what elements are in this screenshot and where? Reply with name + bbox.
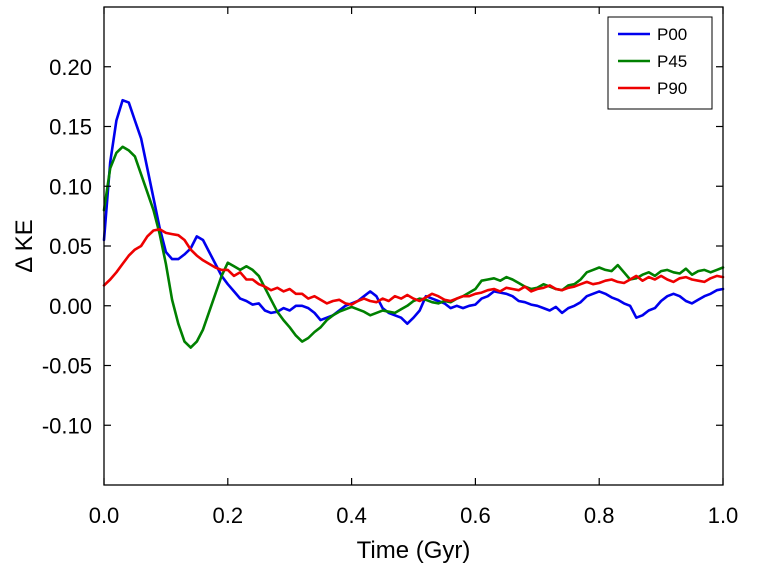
legend-label-p00: P00: [657, 25, 687, 44]
y-tick-label: 0.05: [49, 234, 92, 259]
x-tick-label: 0.0: [89, 503, 120, 528]
legend-label-p45: P45: [657, 52, 687, 71]
series-line-p90: [102, 228, 725, 306]
y-tick-label: -0.05: [42, 354, 92, 379]
series-layer: [102, 98, 725, 349]
y-tick-label: 0.20: [49, 55, 92, 80]
series-line-p45: [102, 145, 725, 349]
x-axis-label: Time (Gyr): [357, 537, 471, 564]
x-tick-label: 0.2: [213, 503, 244, 528]
legend: P00 P45 P90: [607, 16, 713, 110]
y-axis-label: Δ KE: [11, 219, 38, 272]
y-tick-label: 0.10: [49, 174, 92, 199]
x-tick-label: 1.0: [708, 503, 739, 528]
y-tick-label: -0.10: [42, 413, 92, 438]
x-tick-label: 0.4: [336, 503, 367, 528]
y-tick-label: 0.00: [49, 294, 92, 319]
legend-label-p90: P90: [657, 79, 687, 98]
tick-layer: 0.0 0.2 0.4 0.6 0.8 1.0 -0.10 -0.05 0.00 0.05 0.10…: [42, 7, 738, 528]
y-tick-label: 0.15: [49, 115, 92, 140]
x-tick-label: 0.8: [584, 503, 615, 528]
legend-box: [607, 16, 713, 110]
x-tick-label: 0.6: [460, 503, 491, 528]
series-line-p00: [102, 98, 725, 326]
